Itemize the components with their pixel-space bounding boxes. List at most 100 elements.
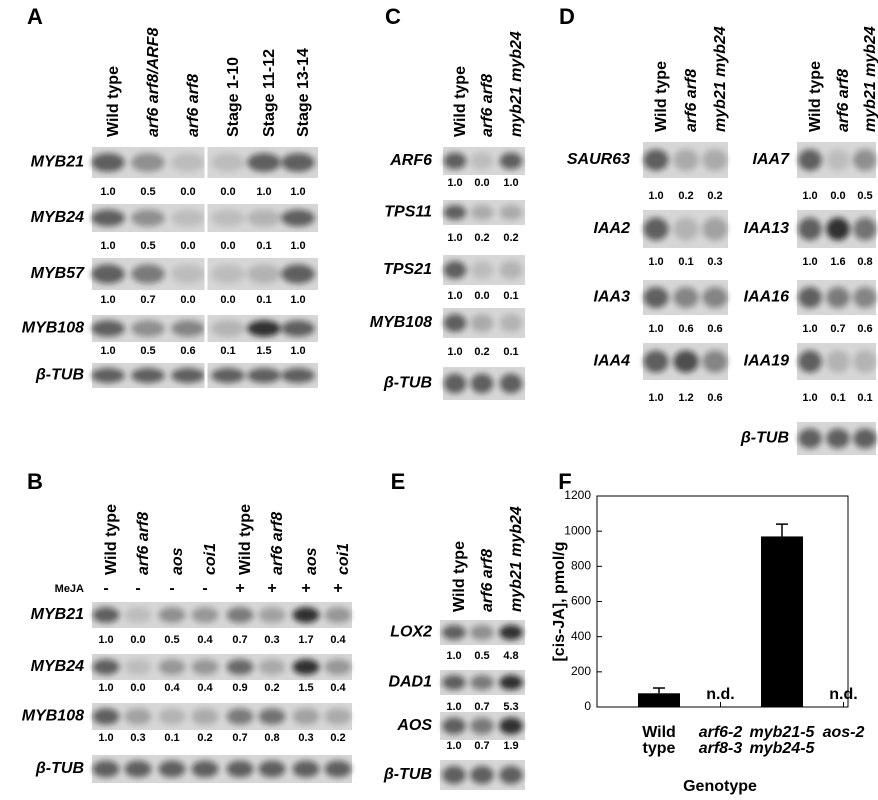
y-tick-label: 600	[571, 594, 591, 608]
blot-gap	[204, 315, 208, 342]
band	[798, 217, 822, 241]
band	[171, 320, 205, 337]
x-tick-label: aos-2	[823, 724, 865, 741]
band	[171, 264, 205, 284]
band	[443, 152, 467, 170]
gene-label: β-TUB	[35, 760, 84, 777]
y-axis-label: [cis-JA], pmol/g	[551, 541, 568, 661]
x-tick-label: myb21-5 myb24-5	[750, 724, 816, 757]
quantification: 0.4	[330, 634, 346, 646]
gene-label: MYB24	[31, 209, 84, 226]
band	[853, 149, 877, 171]
lane-header: Wild type	[451, 541, 468, 612]
quantification: 1.9	[503, 740, 518, 752]
quantification: 0.7	[830, 323, 845, 335]
band	[281, 264, 315, 284]
quantification: 0.0	[180, 240, 195, 252]
quantification: 1.0	[802, 392, 817, 404]
band	[91, 320, 125, 337]
quantification: 0.1	[857, 392, 872, 404]
value-label: n.d.	[829, 686, 857, 703]
y-tick-label: 400	[571, 629, 591, 643]
quantification: 0.5	[164, 634, 179, 646]
treatment-sign: +	[267, 580, 276, 597]
gene-label: TPS21	[383, 261, 432, 278]
band	[702, 217, 728, 241]
lane-header: arf6 arf8	[135, 512, 152, 575]
lane-header: Wild type	[105, 66, 122, 137]
band	[643, 287, 669, 308]
panel-label: E	[391, 469, 406, 494]
treatment-sign: -	[202, 580, 207, 597]
band	[92, 659, 120, 675]
lane-header: coi1	[335, 543, 352, 575]
band	[211, 264, 245, 284]
band	[281, 368, 315, 383]
quantification: 0.1	[830, 392, 845, 404]
band	[499, 261, 523, 279]
band	[324, 659, 352, 675]
gene-label: β-TUB	[383, 766, 432, 783]
treatment-sign: -	[169, 580, 174, 597]
gene-label: IAA13	[744, 220, 789, 237]
quantification: 1.5	[256, 345, 271, 357]
band	[798, 287, 822, 308]
band	[826, 350, 850, 373]
x-axis-label: Genotype	[683, 778, 757, 795]
band	[643, 149, 669, 171]
quantification: 0.0	[220, 240, 235, 252]
gene-label: β-TUB	[35, 367, 84, 384]
band	[499, 717, 523, 735]
band	[499, 675, 523, 690]
band	[643, 350, 669, 373]
gene-label: IAA2	[594, 220, 631, 237]
band	[798, 149, 822, 171]
panel-label: B	[27, 469, 43, 494]
band	[470, 717, 494, 735]
band	[158, 760, 186, 778]
band	[191, 760, 219, 778]
plot-frame	[596, 495, 849, 708]
quantification: 0.5	[140, 240, 155, 252]
band	[281, 209, 315, 227]
band	[470, 205, 494, 220]
quantification: 0.0	[220, 294, 235, 306]
quantification: 1.5	[298, 682, 313, 694]
quantification: 0.2	[264, 682, 279, 694]
quantification: 0.0	[180, 294, 195, 306]
band	[826, 287, 850, 308]
band	[211, 153, 245, 172]
quantification: 0.6	[180, 345, 195, 357]
quantification: 0.8	[264, 732, 279, 744]
lane-header: Wild type	[452, 66, 469, 137]
band	[281, 320, 315, 337]
quantification: 0.2	[330, 732, 345, 744]
quantification: 0.6	[707, 392, 722, 404]
band	[131, 153, 165, 172]
band	[702, 287, 728, 308]
band	[292, 607, 320, 623]
lane-header: coi1	[202, 543, 219, 575]
band	[499, 766, 523, 784]
gene-label: MYB21	[31, 154, 84, 171]
gene-label: MYB57	[31, 265, 85, 282]
lane-header: Wild type	[653, 61, 670, 132]
quantification: 1.0	[98, 634, 113, 646]
quantification: 0.3	[264, 634, 279, 646]
quantification: 1.0	[290, 186, 305, 198]
quantification: 0.3	[298, 732, 313, 744]
band	[499, 205, 523, 220]
band	[92, 760, 120, 778]
band	[292, 760, 320, 778]
quantification: 0.3	[130, 732, 145, 744]
lane-header: aos	[303, 547, 320, 575]
band	[470, 625, 494, 640]
band	[158, 708, 186, 725]
gene-label: IAA4	[594, 353, 631, 370]
quantification: 1.0	[256, 186, 271, 198]
quantification: 1.0	[802, 256, 817, 268]
quantification: 0.0	[130, 682, 145, 694]
lane-header: myb21 myb24	[862, 26, 878, 132]
quantification: 1.0	[648, 256, 663, 268]
